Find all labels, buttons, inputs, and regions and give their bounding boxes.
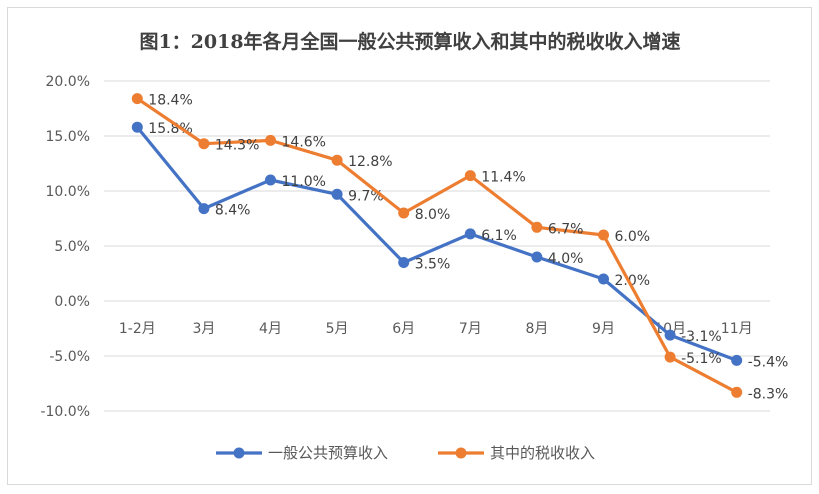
series-2: 18.4% 14.3% 14.6% 12.8% 8.0% 11.4% 6.7% 6.0% -5.… bbox=[131, 93, 789, 402]
data-label: -5.1% bbox=[681, 351, 722, 367]
data-label: 14.6% bbox=[282, 134, 326, 150]
legend-dot-marker bbox=[233, 447, 245, 459]
x-tick-label: 4月 bbox=[259, 321, 282, 337]
data-point bbox=[598, 229, 609, 241]
data-label: 11.4% bbox=[481, 170, 525, 186]
data-point bbox=[265, 134, 276, 146]
legend-item: 其中的税收收入 bbox=[438, 444, 595, 462]
legend-dot-marker bbox=[455, 447, 467, 459]
data-point bbox=[198, 203, 210, 215]
y-tick-label: -10.0% bbox=[40, 404, 90, 420]
data-label: 6.1% bbox=[481, 228, 517, 244]
data-point bbox=[331, 188, 343, 200]
data-point bbox=[531, 221, 543, 233]
data-point bbox=[598, 273, 609, 285]
data-label: -3.1% bbox=[681, 329, 722, 345]
data-label: 3.5% bbox=[415, 257, 451, 273]
y-tick-label: 5.0% bbox=[54, 239, 90, 255]
data-label: 15.8% bbox=[148, 121, 192, 137]
y-tick-label: 20.0% bbox=[46, 74, 90, 90]
gridlines bbox=[104, 80, 770, 412]
data-point bbox=[664, 351, 676, 363]
x-tick-label: 3月 bbox=[192, 321, 215, 337]
series-1: 15.8% 8.4% 11.0% 9.7% 3.5% 6.1% 4.0% 2.0% -3.1% -… bbox=[131, 121, 789, 370]
data-point bbox=[265, 174, 276, 186]
y-tick-label: 15.0% bbox=[46, 129, 90, 145]
data-label: 18.4% bbox=[148, 93, 192, 109]
data-point bbox=[198, 138, 210, 150]
y-tick-label: 0.0% bbox=[54, 294, 90, 310]
data-point bbox=[398, 257, 410, 268]
data-point bbox=[664, 329, 676, 341]
series-line bbox=[135, 96, 739, 394]
data-point bbox=[131, 93, 143, 105]
series-lines: 15.8% 8.4% 11.0% 9.7% 3.5% 6.1% 4.0% 2.0% -3.1% -… bbox=[131, 93, 789, 402]
data-point bbox=[464, 170, 476, 182]
x-tick-label: 1-2月 bbox=[119, 321, 156, 337]
data-label: -8.3% bbox=[748, 386, 789, 402]
data-point bbox=[331, 154, 343, 166]
data-label: 8.0% bbox=[415, 207, 451, 223]
x-tick-label: 6月 bbox=[392, 321, 415, 337]
chart-title: 图1：2018年各月全国一般公共预算收入和其中的税收收入增速 bbox=[139, 30, 680, 53]
series-line bbox=[135, 125, 739, 362]
data-point bbox=[398, 207, 410, 219]
data-label: 6.7% bbox=[548, 221, 584, 237]
x-axis-tick-labels: 1-2月 3月 4月 5月 6月 7月 8月 9月 10月 11月 bbox=[119, 321, 753, 337]
data-point bbox=[531, 251, 543, 263]
x-tick-label: 11月 bbox=[721, 321, 753, 337]
legend-label: 其中的税收收入 bbox=[490, 444, 595, 462]
y-axis-tick-labels: 20.0% 15.0% 10.0% 5.0% 0.0% -5.0% -10.0% bbox=[40, 74, 90, 420]
x-tick-label: 10月 bbox=[654, 321, 686, 337]
y-tick-label: 10.0% bbox=[46, 184, 90, 200]
data-label: 9.7% bbox=[348, 188, 384, 204]
data-label: 11.0% bbox=[282, 174, 326, 190]
x-tick-label: 8月 bbox=[525, 321, 548, 337]
legend-item: 一般公共预算收入 bbox=[216, 444, 388, 462]
data-label: 14.3% bbox=[215, 138, 259, 154]
data-point bbox=[731, 386, 743, 398]
x-tick-label: 7月 bbox=[459, 321, 482, 337]
data-label: 4.0% bbox=[548, 251, 584, 267]
data-point bbox=[731, 354, 743, 366]
x-tick-label: 9月 bbox=[592, 321, 615, 337]
data-label: -5.4% bbox=[748, 354, 789, 370]
data-label: 12.8% bbox=[348, 154, 392, 170]
y-tick-label: -5.0% bbox=[49, 349, 90, 365]
data-label: 8.4% bbox=[215, 203, 251, 219]
legend-label: 一般公共预算收入 bbox=[268, 444, 388, 462]
legend: 一般公共预算收入 其中的税收收入 bbox=[216, 444, 595, 462]
data-point bbox=[464, 228, 476, 240]
x-tick-label: 5月 bbox=[326, 321, 349, 337]
data-label: 6.0% bbox=[615, 229, 651, 245]
data-point bbox=[131, 121, 143, 133]
data-label: 2.0% bbox=[615, 273, 651, 289]
